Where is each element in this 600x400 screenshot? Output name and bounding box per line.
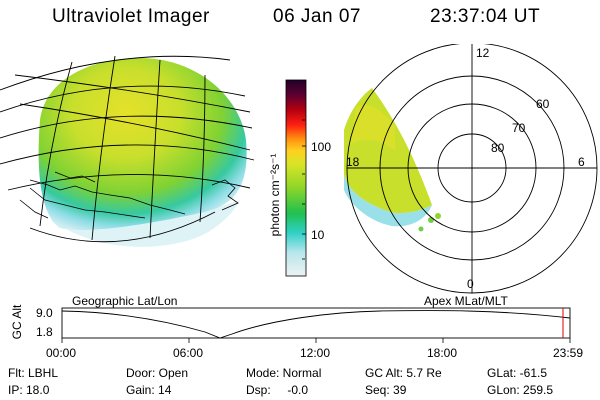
polar-mlat-mlt-plot xyxy=(344,44,598,294)
altitude-curve xyxy=(61,310,571,339)
lat-label-70: 70 xyxy=(512,121,526,135)
orbit-xtick-2359: 23:59 xyxy=(553,346,584,360)
apex-panel-label: Apex MLat/MLT xyxy=(424,294,508,308)
dayglow-fringe xyxy=(45,200,240,247)
orbit-xtick-1200: 12:00 xyxy=(300,346,331,360)
time-label: 23:37:04 UT xyxy=(430,6,541,27)
app-title: Ultraviolet Imager xyxy=(52,6,210,27)
orbit-xtick-1800: 18:00 xyxy=(427,346,458,360)
geographic-image-panel xyxy=(0,55,255,247)
mode-info: Mode: Normal xyxy=(246,366,322,380)
mlt-label-18: 18 xyxy=(346,155,360,169)
colorbar-tick-10: 10 xyxy=(311,228,325,242)
gain-info: Gain: 14 xyxy=(126,383,172,397)
orbit-altitude-plot xyxy=(61,307,571,343)
ip-info: IP: 18.0 xyxy=(8,383,50,397)
mlt-label-0: 0 xyxy=(467,277,474,291)
polar-spot xyxy=(428,217,434,223)
orbit-ytick-top: 9.0 xyxy=(36,306,53,320)
coastline xyxy=(19,171,239,219)
orbit-xtick-0000: 00:00 xyxy=(46,346,77,360)
lat-label-60: 60 xyxy=(536,97,550,111)
mlt-label-12: 12 xyxy=(476,46,490,60)
polar-auroral-emission xyxy=(344,88,432,214)
seq-info: Seq: 39 xyxy=(365,383,407,397)
date-label: 06 Jan 07 xyxy=(273,6,361,27)
orbit-ytick-bottom: 1.8 xyxy=(36,325,53,339)
auroral-emission-area xyxy=(38,58,247,230)
colorbar-gradient xyxy=(285,79,307,277)
lat-label-80: 80 xyxy=(491,141,505,155)
geographic-panel-label: Geographic Lat/Lon xyxy=(72,294,178,308)
glat-info: GLat: -61.5 xyxy=(487,366,548,380)
colorbar xyxy=(285,79,307,277)
polar-spot xyxy=(418,226,424,232)
polar-spot xyxy=(435,213,441,219)
orbit-xtick-0600: 06:00 xyxy=(173,346,204,360)
colorbar-tick-100: 100 xyxy=(311,140,332,154)
gc-alt-info: GC Alt: 5.7 Re xyxy=(365,366,442,380)
filter-info: Flt: LBHL xyxy=(8,366,59,380)
polar-grid xyxy=(346,44,598,294)
door-info: Door: Open xyxy=(126,366,189,380)
glon-info: GLon: 259.5 xyxy=(487,383,554,397)
orbit-ylabel: GC Alt xyxy=(10,304,24,340)
dsp-info: Dsp: -0.0 xyxy=(246,383,309,397)
colorbar-unit-label: photon cm⁻²s⁻¹ xyxy=(268,153,282,237)
mlt-label-6: 6 xyxy=(578,155,585,169)
